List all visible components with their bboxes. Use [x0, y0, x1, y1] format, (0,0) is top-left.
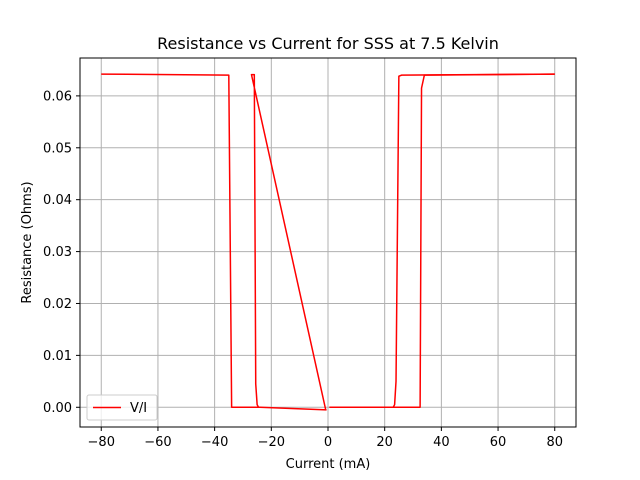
x-tick-label: −60	[144, 435, 171, 450]
y-tick-label: 0.03	[43, 245, 72, 260]
x-tick-label: 40	[433, 435, 450, 450]
x-tick-label: 60	[490, 435, 507, 450]
x-tick-label: 20	[376, 435, 393, 450]
legend-box	[86, 394, 158, 421]
chart-title: Resistance vs Current for SSS at 7.5 Kel…	[157, 34, 499, 53]
y-tick-label: 0.05	[43, 141, 72, 156]
x-tick-label: −20	[258, 435, 285, 450]
x-tick-label: −40	[201, 435, 228, 450]
x-tick-label: 0	[324, 435, 332, 450]
x-ticks: −80 −60 −40 −20 0 20 40 60 80	[88, 427, 563, 450]
legend-label-vi: V/I	[130, 401, 147, 416]
x-tick-label: 80	[546, 435, 563, 450]
y-tick-label: 0.00	[43, 401, 72, 416]
y-tick-label: 0.01	[43, 349, 72, 364]
legend: V/I	[86, 394, 158, 421]
series-line-segment	[101, 73, 327, 411]
y-ticks: 0.00 0.01 0.02 0.03 0.04 0.05 0.06	[43, 89, 80, 416]
y-tick-label: 0.06	[43, 89, 72, 104]
x-tick-label: −80	[88, 435, 115, 450]
x-axis-label: Current (mA)	[286, 457, 371, 472]
y-tick-label: 0.04	[43, 193, 72, 208]
series-line-segment	[250, 73, 327, 411]
plot-lines	[101, 73, 555, 411]
y-tick-label: 0.02	[43, 297, 72, 312]
series-line-segment	[329, 73, 555, 409]
y-axis-label: Resistance (Ohms)	[20, 181, 35, 303]
grid	[80, 58, 576, 427]
